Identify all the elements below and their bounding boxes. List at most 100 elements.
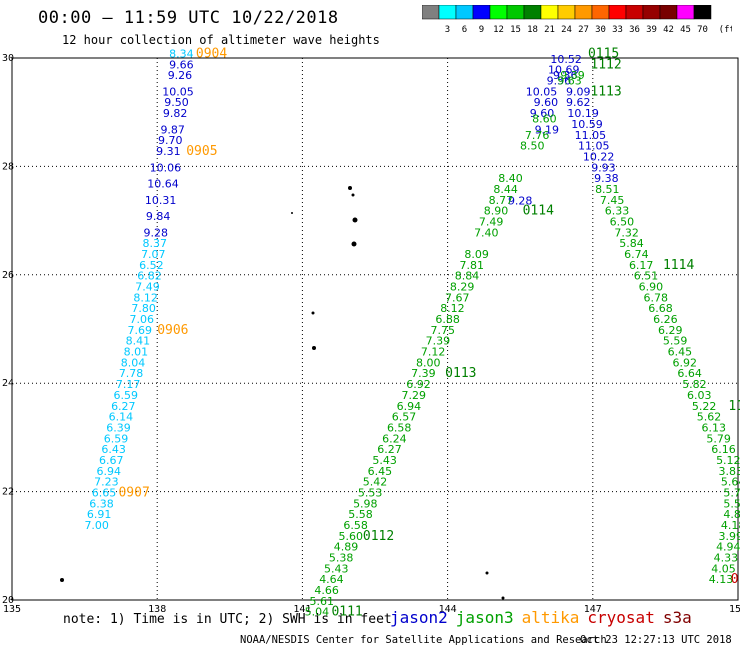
wave-height-value: 5.12 bbox=[716, 454, 740, 467]
wave-height-value: 5.53 bbox=[358, 486, 383, 499]
colorbar-tick-label: 12 bbox=[493, 25, 504, 35]
wave-height-value: 6.91 bbox=[87, 508, 112, 521]
wave-height-value: 8.84 bbox=[455, 270, 480, 283]
map-subtitle: 12 hour collection of altimeter wave hei… bbox=[62, 33, 380, 47]
wave-height-value: 6.64 bbox=[677, 367, 702, 380]
wave-height-value: 6.45 bbox=[668, 346, 693, 359]
y-tick-label: 22 bbox=[2, 487, 14, 498]
wave-height-value: 8.60 bbox=[532, 112, 557, 125]
wave-height-value: 9.56 bbox=[547, 75, 572, 88]
wave-height-value: 5.61 bbox=[310, 595, 335, 608]
pass-time-label: 0 bbox=[731, 572, 739, 587]
wave-height-value: 6.74 bbox=[624, 248, 649, 261]
wave-height-value: 10.52 bbox=[550, 53, 582, 66]
wave-height-value: 7.00 bbox=[84, 519, 109, 532]
legend-mission-s3a: s3a bbox=[662, 608, 692, 627]
wave-height-value: 7.49 bbox=[135, 281, 160, 294]
colorbar-tick-label: 6 bbox=[462, 25, 467, 35]
wave-height-value: 8.41 bbox=[126, 335, 151, 348]
island-marker bbox=[312, 346, 316, 350]
wave-height-value: 6.45 bbox=[368, 465, 393, 478]
wave-height-value: 5.22 bbox=[692, 400, 717, 413]
wave-height-value: 5.38 bbox=[329, 552, 354, 565]
wave-height-value: 9.70 bbox=[158, 134, 183, 147]
wave-height-value: 6.92 bbox=[406, 378, 431, 391]
wave-height-value: 6.03 bbox=[687, 389, 712, 402]
island-marker bbox=[291, 212, 293, 214]
wave-height-value: 4.13 bbox=[709, 573, 734, 586]
wave-height-value: 7.29 bbox=[401, 389, 426, 402]
wave-height-value: 5.98 bbox=[353, 497, 378, 510]
x-tick-label: 141 bbox=[293, 604, 311, 615]
colorbar-unit-label: (ft) bbox=[719, 25, 732, 35]
colorbar-tick-label: 42 bbox=[663, 25, 674, 35]
generated-timestamp: Oct 23 12:27:13 UTC 2018 bbox=[580, 634, 732, 646]
wave-height-value: 6.58 bbox=[343, 519, 368, 532]
wave-height-value: 5.79 bbox=[706, 432, 731, 445]
colorbar-tick-label: 27 bbox=[578, 25, 589, 35]
wave-height-value: 5.60 bbox=[339, 530, 364, 543]
colorbar-tick-label: 21 bbox=[544, 25, 555, 35]
wave-height-value: 4.33 bbox=[714, 552, 739, 565]
wave-height-value: 5.43 bbox=[372, 454, 397, 467]
wave-height-value: 10.19 bbox=[567, 107, 599, 120]
wave-height-value: 9.31 bbox=[156, 145, 181, 158]
wave-height-value: 10.59 bbox=[571, 118, 603, 131]
x-tick-label: 135 bbox=[3, 604, 21, 615]
wave-height-value: 7.67 bbox=[445, 291, 470, 304]
wave-height-value: 6.68 bbox=[648, 302, 673, 315]
wave-height-value: 4.18 bbox=[721, 519, 740, 532]
wave-height-value: 6.78 bbox=[643, 291, 668, 304]
wave-height-value: 9.50 bbox=[164, 96, 189, 109]
wave-height-value: 5.62 bbox=[697, 411, 722, 424]
pass-time-label: 0114 bbox=[523, 204, 554, 219]
wave-height-value: 6.24 bbox=[382, 432, 407, 445]
wave-height-value: 6.13 bbox=[702, 421, 727, 434]
wave-height-value: 8.04 bbox=[121, 356, 146, 369]
wave-height-value: 9.28 bbox=[143, 226, 168, 239]
wave-height-value: 7.39 bbox=[426, 335, 451, 348]
wave-height-value: 6.59 bbox=[104, 432, 129, 445]
wave-height-value: 6.94 bbox=[397, 400, 422, 413]
wave-height-value: 7.69 bbox=[128, 324, 153, 337]
wave-height-value: 5.78 bbox=[723, 486, 740, 499]
wave-height-value: 6.27 bbox=[111, 400, 136, 413]
wave-height-value: 4.64 bbox=[319, 573, 344, 586]
island-marker bbox=[351, 241, 357, 247]
pass-time-label: 0904 bbox=[196, 46, 227, 61]
wave-height-value: 6.67 bbox=[99, 454, 124, 467]
wave-height-value: 9.09 bbox=[566, 85, 591, 98]
x-tick-label: 147 bbox=[584, 604, 602, 615]
wave-height-value: 9.66 bbox=[169, 58, 194, 71]
wave-height-value: 10.22 bbox=[583, 150, 615, 163]
wave-height-value: 6.17 bbox=[629, 259, 654, 272]
wave-height-value: 7.81 bbox=[460, 259, 485, 272]
mission-legend: jason2 jason3 altika cryosat s3a bbox=[390, 608, 700, 627]
wave-height-value: 9.60 bbox=[534, 96, 559, 109]
colorbar-tick-label: 9 bbox=[479, 25, 484, 35]
wave-height-value: 9.82 bbox=[163, 107, 188, 120]
credit-text: NOAA/NESDIS Center for Satellite Applica… bbox=[240, 634, 607, 646]
wave-height-value: 9.84 bbox=[146, 210, 171, 223]
island-marker bbox=[485, 571, 489, 575]
wave-height-value: 6.51 bbox=[634, 270, 659, 283]
wave-height-value: 9.28 bbox=[508, 194, 533, 207]
legend-mission-altika: altika bbox=[521, 608, 580, 627]
wave-height-value: 8.50 bbox=[520, 140, 545, 153]
colorbar-tick-label: 18 bbox=[527, 25, 538, 35]
colorbar-tick-label: 30 bbox=[595, 25, 606, 35]
island-marker bbox=[351, 193, 355, 197]
wave-height-value: 7.76 bbox=[525, 129, 550, 142]
wave-height-value: 4.89 bbox=[334, 541, 359, 554]
wave-height-value: 6.38 bbox=[89, 497, 114, 510]
colorbar-tick-label: 24 bbox=[561, 25, 572, 35]
island-marker bbox=[311, 311, 315, 315]
island-marker bbox=[501, 596, 505, 600]
wave-height-value: 7.12 bbox=[421, 346, 446, 359]
wave-height-value: 8.90 bbox=[484, 205, 509, 218]
legend-mission-jason2: jason2 bbox=[390, 608, 448, 627]
wave-height-value: 6.92 bbox=[673, 356, 698, 369]
wave-height-value: 6.39 bbox=[106, 421, 131, 434]
